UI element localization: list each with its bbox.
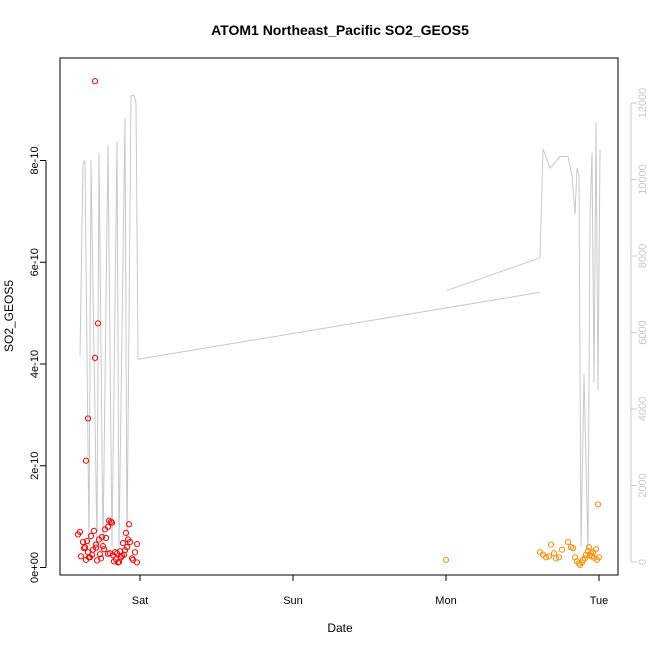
red-point	[79, 538, 87, 546]
orange-point	[575, 560, 583, 567]
chart-title: ATOM1 Northeast_Pacific SO2_GEOS5	[211, 22, 469, 38]
y-tick-label-right: 10000	[637, 164, 649, 195]
red-point	[87, 532, 95, 540]
y-axis-label: SO2_GEOS5	[2, 280, 16, 352]
altitude-line-segment-2	[446, 122, 601, 551]
red-point	[115, 558, 123, 566]
y-tick-label-left: 4e-10	[29, 350, 41, 378]
red-point	[76, 528, 84, 535]
red-point	[122, 529, 130, 537]
orange-point	[547, 541, 555, 548]
red-point	[104, 550, 112, 557]
y-axis-left: 0e+00 2e-10 4e-10 6e-10 8e-10	[29, 146, 47, 583]
red-point	[92, 544, 100, 551]
red-point	[131, 549, 139, 556]
red-point	[125, 521, 133, 528]
orange-point	[542, 554, 550, 561]
red-point	[100, 546, 108, 553]
red-point	[98, 533, 106, 541]
y-tick-label-right: 2000	[637, 473, 649, 497]
y-tick-label-right: 6000	[637, 320, 649, 344]
red-point	[128, 555, 136, 562]
y-tick-label-left: 0e+00	[29, 552, 41, 583]
x-tick-label: Sun	[283, 595, 303, 607]
red-point	[84, 415, 92, 422]
x-axis: Sat Sun Mon Tue	[132, 574, 609, 607]
red-point	[121, 547, 129, 554]
orange-point	[442, 556, 450, 563]
red-point	[123, 544, 131, 551]
orange-point	[593, 556, 601, 563]
orange-point	[558, 546, 566, 553]
altitude-line	[79, 94, 601, 551]
y-tick-label-right: 12000	[637, 88, 649, 119]
orange-point	[552, 555, 560, 562]
red-point	[102, 534, 110, 542]
red-point	[92, 541, 100, 548]
altitude-line-segment-1	[79, 94, 139, 547]
y-tick-label-left: 8e-10	[29, 146, 41, 174]
red-point	[91, 354, 99, 361]
red-point	[108, 519, 116, 526]
red-point	[90, 527, 98, 534]
red-point	[99, 543, 107, 550]
orange-point	[586, 552, 594, 559]
series-orange-points	[442, 501, 603, 569]
red-point	[80, 545, 88, 552]
y-tick-label-left: 2e-10	[29, 452, 41, 480]
y-tick-label-left: 6e-10	[29, 248, 41, 276]
y-tick-label-right: 8000	[637, 244, 649, 268]
red-point	[94, 320, 102, 327]
red-point	[104, 523, 112, 530]
red-point	[133, 540, 141, 548]
red-point	[83, 537, 91, 545]
series-red-points	[74, 78, 141, 566]
altitude-line-bridge	[137, 291, 541, 360]
orange-point	[581, 555, 589, 562]
y-tick-label-right: 0	[637, 559, 649, 565]
y-axis-right: 0 2000 4000 6000 8000 10000 12000	[630, 88, 649, 565]
red-point	[81, 544, 89, 551]
red-point	[85, 554, 93, 561]
red-point	[124, 536, 132, 543]
red-point	[97, 555, 105, 562]
orange-point	[585, 544, 593, 551]
orange-point	[564, 538, 572, 546]
red-point	[118, 552, 126, 559]
x-tick-label: Mon	[435, 595, 456, 607]
red-point	[119, 539, 127, 547]
orange-point	[569, 545, 577, 552]
x-tick-label: Sat	[132, 595, 149, 607]
orange-point	[594, 501, 602, 508]
x-axis-label: Date	[327, 621, 353, 635]
y-tick-label-right: 4000	[637, 397, 649, 421]
x-tick-label: Tue	[590, 595, 609, 607]
orange-point	[555, 554, 563, 561]
red-point	[77, 553, 85, 560]
orange-point	[550, 550, 558, 557]
red-point	[96, 551, 104, 558]
orange-point	[545, 553, 553, 560]
red-point	[91, 78, 99, 85]
red-point	[129, 556, 137, 563]
red-point	[82, 457, 90, 464]
